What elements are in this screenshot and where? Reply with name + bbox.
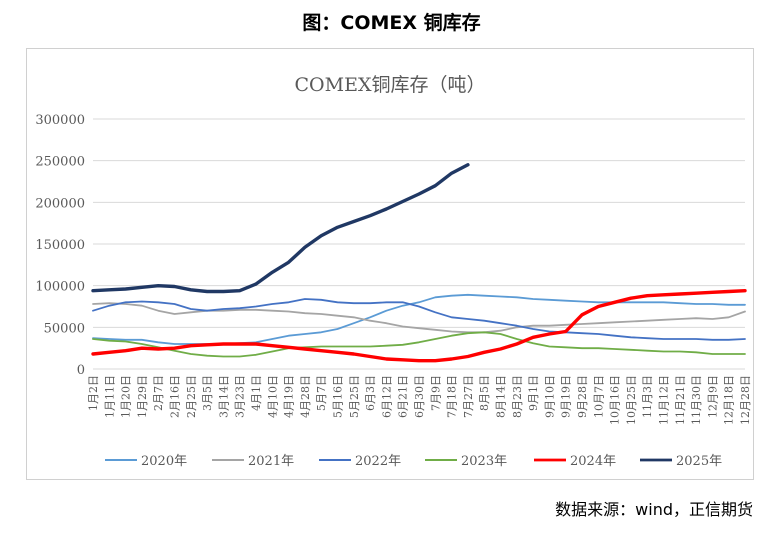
x-tick-label: 5月25日 [348, 375, 361, 418]
x-tick-label: 12月9日 [706, 375, 719, 418]
y-tick-label: 50000 [44, 321, 85, 336]
x-tick-label: 4月28日 [299, 375, 312, 418]
x-tick-label: 8月23日 [511, 375, 524, 418]
x-tick-label: 1月2日 [87, 375, 100, 411]
x-tick-label: 3月14日 [217, 375, 230, 418]
x-tick-label: 1月20日 [120, 375, 133, 418]
source-note: 数据来源：wind，正信期货 [555, 500, 753, 519]
x-tick-label: 2月16日 [169, 375, 182, 418]
series-line-2025年 [91, 163, 470, 294]
chart-title: COMEX铜库存（吨） [295, 74, 486, 96]
x-tick-label: 4月19日 [283, 375, 296, 418]
figure-title: 图：COMEX 铜库存 [302, 12, 481, 34]
series-line-2023年 [92, 331, 746, 358]
x-tick-label: 6月21日 [397, 375, 410, 418]
x-tick-label: 8月5日 [478, 375, 491, 411]
x-tick-label: 4月10日 [266, 375, 279, 418]
x-tick-label: 9月28日 [576, 375, 589, 418]
series-line-2020年 [92, 293, 746, 345]
series-line-2021年 [92, 302, 746, 334]
x-tick-label: 6月12日 [380, 375, 393, 418]
x-tick-label: 6月3日 [364, 375, 377, 411]
x-tick-label: 3月5日 [201, 375, 214, 411]
x-tick-label: 8月14日 [495, 375, 508, 418]
y-tick-label: 200000 [35, 196, 85, 211]
x-tick-label: 5月16日 [332, 375, 345, 418]
x-tick-label: 5月7日 [315, 375, 328, 411]
x-tick-label: 12月18日 [723, 375, 736, 425]
legend-label: 2020年 [141, 454, 187, 469]
x-tick-label: 1月29日 [136, 375, 149, 418]
x-tick-label: 1月11日 [103, 375, 116, 418]
x-tick-label: 6月30日 [413, 375, 426, 418]
x-tick-label: 7月18日 [446, 375, 459, 418]
x-tick-label: 3月23日 [234, 375, 247, 418]
x-tick-label: 9月1日 [527, 375, 540, 411]
x-tick-label: 9月10日 [543, 375, 556, 418]
legend-label: 2023年 [461, 454, 507, 469]
y-tick-label: 150000 [35, 238, 85, 253]
y-tick-label: 250000 [35, 155, 85, 170]
line-chart: COMEX铜库存（吨） 0 50000 100000 150000 200000 25000… [35, 74, 752, 469]
legend-label: 2022年 [355, 454, 401, 469]
x-tick-label: 2月7日 [152, 375, 165, 411]
x-tick-label: 4月1日 [250, 375, 263, 411]
legend-label: 2024年 [570, 454, 616, 469]
series-line-2022年 [92, 298, 746, 341]
legend-label: 2021年 [248, 454, 294, 469]
series-line-2024年 [91, 288, 747, 363]
y-tick-label: 0 [77, 363, 85, 378]
chart-container: COMEX铜库存（吨） 0 50000 100000 150000 200000 25000… [26, 48, 754, 480]
x-tick-label: 2月25日 [185, 375, 198, 418]
x-tick-label: 7月9日 [429, 375, 442, 411]
x-tick-label: 12月28日 [739, 375, 752, 425]
x-tick-label: 10月25日 [625, 375, 638, 425]
y-tick-label: 300000 [35, 113, 85, 128]
x-tick-label: 7月27日 [462, 375, 475, 418]
x-tick-label: 11月30日 [690, 375, 703, 425]
x-tick-label: 11月12日 [658, 375, 671, 425]
legend-label: 2025年 [676, 454, 722, 469]
x-tick-label: 11月21日 [674, 375, 687, 425]
x-tick-label: 10月7日 [592, 375, 605, 418]
y-tick-label: 100000 [35, 280, 85, 295]
x-tick-label: 11月3日 [641, 375, 654, 418]
x-tick-label: 9月19日 [560, 375, 573, 418]
x-tick-label: 10月16日 [609, 375, 622, 425]
